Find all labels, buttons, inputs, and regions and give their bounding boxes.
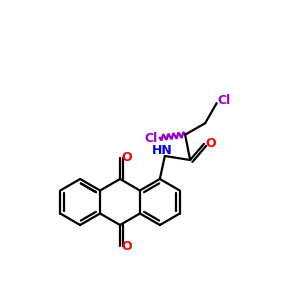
- Text: Cl: Cl: [217, 94, 230, 107]
- Text: O: O: [122, 240, 132, 253]
- Text: O: O: [122, 151, 132, 164]
- Text: HN: HN: [152, 143, 172, 157]
- Text: O: O: [206, 137, 216, 150]
- Text: Cl: Cl: [144, 132, 158, 145]
